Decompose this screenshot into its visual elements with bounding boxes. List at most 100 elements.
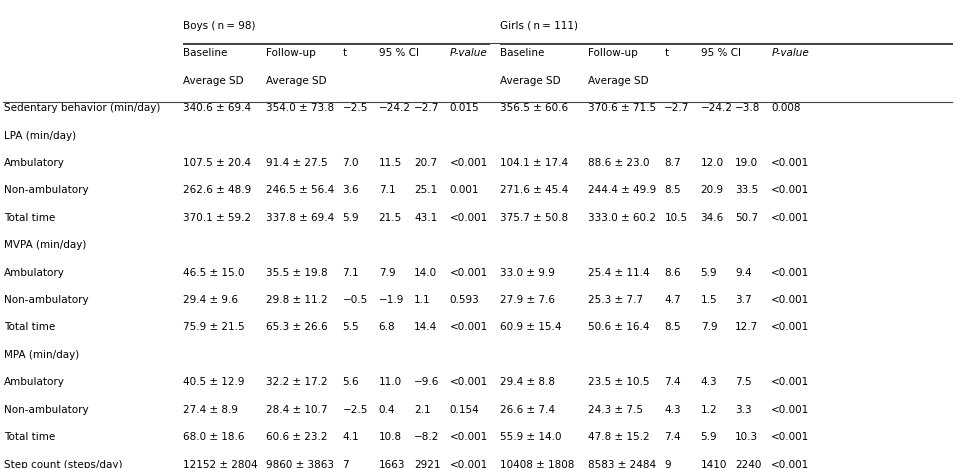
Text: 244.4 ± 49.9: 244.4 ± 49.9 (588, 185, 656, 195)
Text: 32.2 ± 17.2: 32.2 ± 17.2 (266, 377, 328, 388)
Text: 34.6: 34.6 (700, 213, 724, 223)
Text: t: t (664, 48, 669, 58)
Text: <0.001: <0.001 (449, 432, 488, 442)
Text: Total time: Total time (4, 432, 56, 442)
Text: 8583 ± 2484: 8583 ± 2484 (588, 460, 656, 468)
Text: 7: 7 (342, 460, 349, 468)
Text: 2921: 2921 (414, 460, 441, 468)
Text: P-value: P-value (449, 48, 487, 58)
Text: 8.5: 8.5 (664, 322, 681, 332)
Text: <0.001: <0.001 (771, 460, 810, 468)
Text: 12.7: 12.7 (735, 322, 758, 332)
Text: Step count (steps/day): Step count (steps/day) (4, 460, 123, 468)
Text: Average SD: Average SD (266, 76, 327, 86)
Text: 1.1: 1.1 (414, 295, 431, 305)
Text: 4.7: 4.7 (664, 295, 681, 305)
Text: 337.8 ± 69.4: 337.8 ± 69.4 (266, 213, 334, 223)
Text: −2.5: −2.5 (342, 103, 368, 113)
Text: 1410: 1410 (700, 460, 727, 468)
Text: 26.6 ± 7.4: 26.6 ± 7.4 (500, 405, 555, 415)
Text: 5.9: 5.9 (700, 432, 718, 442)
Text: 25.4 ± 11.4: 25.4 ± 11.4 (588, 268, 650, 278)
Text: 29.4 ± 9.6: 29.4 ± 9.6 (183, 295, 238, 305)
Text: Average SD: Average SD (588, 76, 649, 86)
Text: LPA (min/day): LPA (min/day) (4, 131, 77, 140)
Text: Baseline: Baseline (183, 48, 227, 58)
Text: 7.9: 7.9 (700, 322, 718, 332)
Text: 2.1: 2.1 (414, 405, 431, 415)
Text: 5.9: 5.9 (342, 213, 359, 223)
Text: 1.2: 1.2 (700, 405, 718, 415)
Text: 68.0 ± 18.6: 68.0 ± 18.6 (183, 432, 244, 442)
Text: 46.5 ± 15.0: 46.5 ± 15.0 (183, 268, 244, 278)
Text: 65.3 ± 26.6: 65.3 ± 26.6 (266, 322, 328, 332)
Text: Follow-up: Follow-up (266, 48, 316, 58)
Text: 14.0: 14.0 (414, 268, 437, 278)
Text: Total time: Total time (4, 213, 56, 223)
Text: 5.5: 5.5 (342, 322, 359, 332)
Text: 47.8 ± 15.2: 47.8 ± 15.2 (588, 432, 650, 442)
Text: 5.9: 5.9 (700, 268, 718, 278)
Text: 11.0: 11.0 (378, 377, 401, 388)
Text: 246.5 ± 56.4: 246.5 ± 56.4 (266, 185, 334, 195)
Text: Sedentary behavior (min/day): Sedentary behavior (min/day) (4, 103, 161, 113)
Text: 12.0: 12.0 (700, 158, 723, 168)
Text: 8.6: 8.6 (664, 268, 681, 278)
Text: 370.6 ± 71.5: 370.6 ± 71.5 (588, 103, 656, 113)
Text: <0.001: <0.001 (771, 158, 810, 168)
Text: −9.6: −9.6 (414, 377, 440, 388)
Text: 10.3: 10.3 (735, 432, 758, 442)
Text: <0.001: <0.001 (771, 322, 810, 332)
Text: P-value: P-value (771, 48, 810, 58)
Text: 60.9 ± 15.4: 60.9 ± 15.4 (500, 322, 561, 332)
Text: Total time: Total time (4, 322, 56, 332)
Text: 88.6 ± 23.0: 88.6 ± 23.0 (588, 158, 650, 168)
Text: 95 % CI: 95 % CI (700, 48, 741, 58)
Text: <0.001: <0.001 (449, 377, 488, 388)
Text: −2.7: −2.7 (664, 103, 690, 113)
Text: 7.1: 7.1 (342, 268, 359, 278)
Text: Ambulatory: Ambulatory (4, 377, 65, 388)
Text: 8.7: 8.7 (664, 158, 681, 168)
Text: 370.1 ± 59.2: 370.1 ± 59.2 (183, 213, 251, 223)
Text: <0.001: <0.001 (449, 322, 488, 332)
Text: 20.7: 20.7 (414, 158, 437, 168)
Text: 29.8 ± 11.2: 29.8 ± 11.2 (266, 295, 328, 305)
Text: 271.6 ± 45.4: 271.6 ± 45.4 (500, 185, 568, 195)
Text: Baseline: Baseline (500, 48, 544, 58)
Text: 24.3 ± 7.5: 24.3 ± 7.5 (588, 405, 643, 415)
Text: 10.8: 10.8 (378, 432, 401, 442)
Text: 340.6 ± 69.4: 340.6 ± 69.4 (183, 103, 251, 113)
Text: <0.001: <0.001 (449, 213, 488, 223)
Text: −24.2: −24.2 (700, 103, 733, 113)
Text: Non-ambulatory: Non-ambulatory (4, 185, 89, 195)
Text: 91.4 ± 27.5: 91.4 ± 27.5 (266, 158, 328, 168)
Text: 9860 ± 3863: 9860 ± 3863 (266, 460, 334, 468)
Text: 3.7: 3.7 (735, 295, 752, 305)
Text: 5.6: 5.6 (342, 377, 359, 388)
Text: 0.4: 0.4 (378, 405, 396, 415)
Text: 14.4: 14.4 (414, 322, 437, 332)
Text: 1.5: 1.5 (700, 295, 718, 305)
Text: −24.2: −24.2 (378, 103, 411, 113)
Text: 28.4 ± 10.7: 28.4 ± 10.7 (266, 405, 328, 415)
Text: 12152 ± 2804: 12152 ± 2804 (183, 460, 258, 468)
Text: <0.001: <0.001 (449, 460, 488, 468)
Text: −0.5: −0.5 (342, 295, 368, 305)
Text: Non-ambulatory: Non-ambulatory (4, 295, 89, 305)
Text: 262.6 ± 48.9: 262.6 ± 48.9 (183, 185, 251, 195)
Text: 55.9 ± 14.0: 55.9 ± 14.0 (500, 432, 561, 442)
Text: −1.9: −1.9 (378, 295, 404, 305)
Text: 60.6 ± 23.2: 60.6 ± 23.2 (266, 432, 328, 442)
Text: −8.2: −8.2 (414, 432, 440, 442)
Text: 354.0 ± 73.8: 354.0 ± 73.8 (266, 103, 334, 113)
Text: 1663: 1663 (378, 460, 405, 468)
Text: 0.001: 0.001 (449, 185, 479, 195)
Text: <0.001: <0.001 (771, 268, 810, 278)
Text: 0.015: 0.015 (449, 103, 479, 113)
Text: MVPA (min/day): MVPA (min/day) (4, 240, 86, 250)
Text: 23.5 ± 10.5: 23.5 ± 10.5 (588, 377, 650, 388)
Text: 95 % CI: 95 % CI (378, 48, 419, 58)
Text: 10.5: 10.5 (664, 213, 688, 223)
Text: Girls ( n = 111): Girls ( n = 111) (500, 21, 578, 31)
